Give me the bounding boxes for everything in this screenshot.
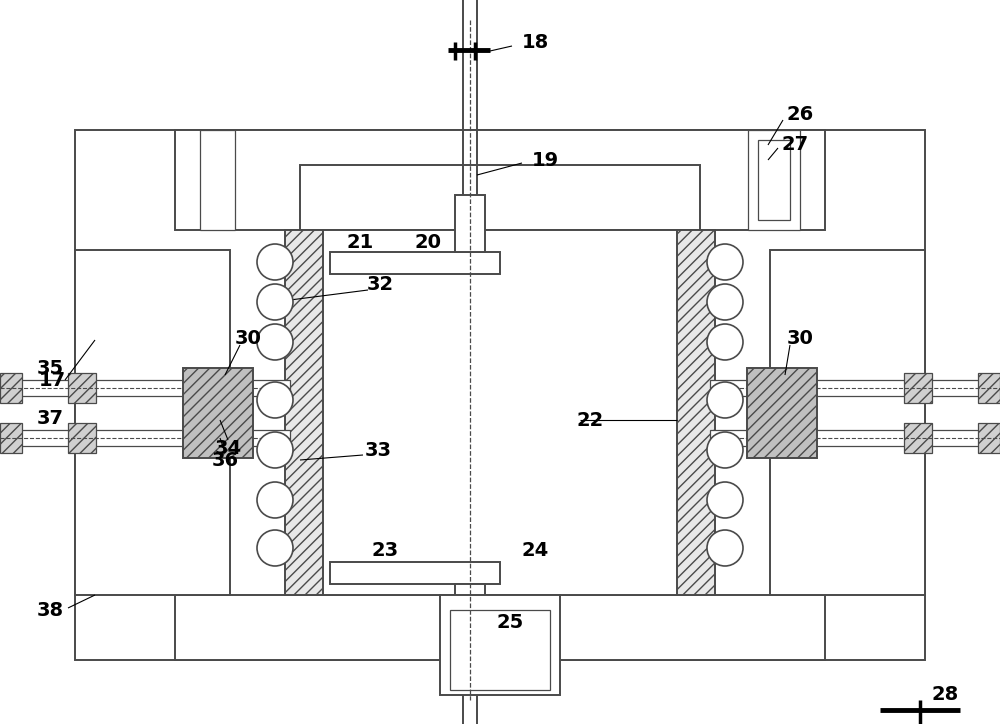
Bar [677,230,715,595]
Circle shape [257,324,293,360]
Text: 32: 32 [366,276,394,295]
Text: 30: 30 [787,329,813,348]
Circle shape [257,482,293,518]
Text: 17: 17 [38,371,66,390]
Circle shape [707,382,743,418]
Bar [978,373,1000,403]
Text: 18: 18 [521,33,549,51]
Bar [305,230,695,595]
Bar [978,423,1000,453]
Bar [183,368,253,458]
Bar [300,165,700,230]
Bar [770,250,925,595]
Bar [75,250,230,595]
Circle shape [257,284,293,320]
Text: 28: 28 [931,686,959,704]
Text: 22: 22 [576,411,604,429]
Text: 23: 23 [371,541,399,560]
Circle shape [707,432,743,468]
Circle shape [707,284,743,320]
Bar [330,562,500,584]
Bar [68,373,96,403]
Circle shape [707,244,743,280]
Text: 30: 30 [235,329,261,348]
Text: 38: 38 [36,600,64,620]
Bar [904,373,932,403]
Bar [748,130,800,230]
Bar [747,368,817,458]
Bar [440,595,560,695]
Bar [0,373,22,403]
Circle shape [707,482,743,518]
Circle shape [257,530,293,566]
Bar [68,423,96,453]
Bar [0,380,290,396]
Text: 20: 20 [415,232,442,251]
Text: 19: 19 [531,151,559,169]
Bar [450,610,550,690]
Text: 35: 35 [36,358,64,377]
Text: 34: 34 [214,439,242,458]
Text: 25: 25 [496,613,524,631]
Bar [285,230,323,595]
Circle shape [707,530,743,566]
Circle shape [257,244,293,280]
Bar [758,140,790,220]
Circle shape [257,432,293,468]
Bar [175,130,825,230]
Text: 26: 26 [786,106,814,125]
Bar [0,423,22,453]
Text: 24: 24 [521,541,549,560]
Bar [200,130,235,230]
Bar [175,595,825,660]
Text: 37: 37 [36,408,64,427]
Bar [330,252,500,274]
Text: 21: 21 [346,232,374,251]
Circle shape [707,324,743,360]
Text: 36: 36 [211,450,239,469]
Bar [904,423,932,453]
Bar [455,584,485,630]
Bar [0,430,290,446]
Text: 33: 33 [364,440,392,460]
Bar [710,380,1000,396]
Circle shape [257,382,293,418]
Bar [710,430,1000,446]
Bar [75,130,925,660]
Bar [455,195,485,252]
Text: 27: 27 [781,135,809,154]
